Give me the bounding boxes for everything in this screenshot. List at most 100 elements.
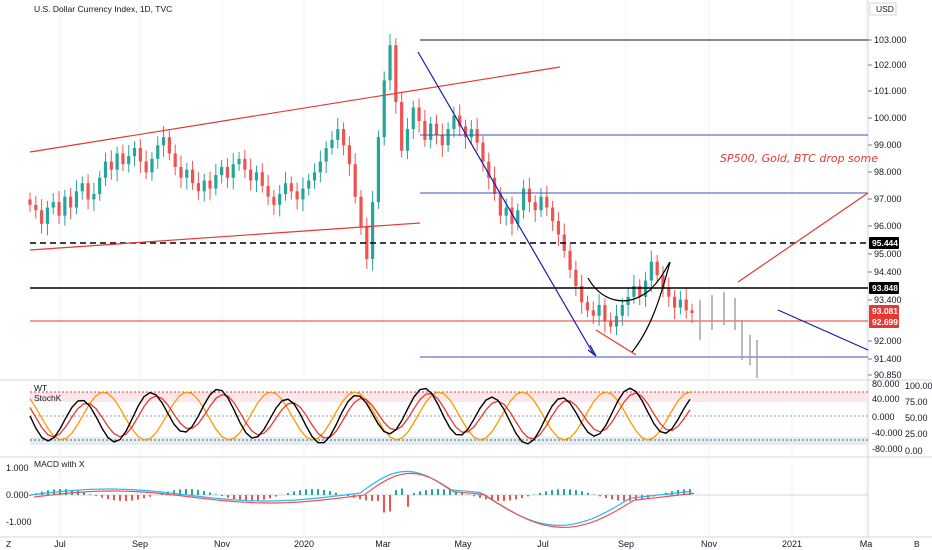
macd-histogram-bar [347,495,349,497]
macd-histogram-bar [95,495,97,496]
macd-histogram-bar [371,495,373,501]
price-tag-label: 95.444 [872,238,898,248]
macd-histogram-bar [221,495,223,497]
time-tick-label: Jul [537,539,549,549]
candle-body [481,142,485,162]
currency-badge[interactable]: USD [876,4,894,14]
macd-histogram-bar [563,489,565,495]
candle-body [382,80,386,138]
macd-histogram-bar [419,491,421,495]
candle-body [260,172,264,186]
candle-body [574,269,578,286]
symbol-title: U.S. Dollar Currency Index, 1D, TVC [34,4,172,14]
candle-body [376,137,381,203]
macd-histogram-bar [197,489,199,495]
macd-histogram-bar [335,492,337,495]
macd-histogram-bar [251,495,253,501]
macd-histogram-bar [293,491,295,495]
candle-body [202,180,206,192]
price-tick-label: 102.000 [874,60,907,70]
macd-histogram-bar [617,495,619,501]
macd-histogram-bar [215,494,217,495]
candle-body [150,158,154,173]
wt-axis-label: -40.000 [872,428,903,438]
time-axis[interactable]: Jul Sep Nov 2020 Mar May Jul Sep Nov 2021 Ma [54,539,872,549]
macd-histogram-bar [179,489,181,495]
stoch-axis-label: 100.00 [905,381,932,391]
candle-body [109,161,113,170]
candle-body [597,304,601,316]
macd-histogram-bar [377,495,379,501]
macd-histogram-bar [359,495,361,500]
candle-body [295,191,299,200]
price-tick-label: 98.000 [874,167,902,177]
bottom-right-badge[interactable]: B [914,539,920,549]
macd-histogram-bar [425,490,427,495]
macd-axis-label: -1.000 [6,517,32,527]
candle-body [609,321,613,327]
macd-histogram-bar [329,491,331,495]
macd-histogram-bar [209,492,211,495]
price-tag-label: 92.699 [872,317,898,327]
candle-body [620,304,624,316]
macd-histogram-bar [263,495,265,500]
candle-body [80,183,84,192]
candle-body [69,196,73,208]
candle-body [190,169,195,184]
stoch-line [29,391,691,441]
price-tag-box [869,282,899,294]
arrow-head [587,344,597,357]
candle-body [504,207,508,216]
macd-histogram-bar [137,495,139,500]
candle-body [237,158,241,165]
trend-line [29,222,421,251]
macd-histogram-bar [401,488,403,495]
candle-body [649,261,653,281]
macd-histogram-bar [143,495,145,499]
macd-histogram-bar [299,490,301,495]
macd-histogram-bar [539,492,541,495]
candle-body [475,129,479,143]
candle-body [487,161,491,178]
macd-signal-line [33,472,695,529]
macd-histogram-bar [311,489,313,495]
currency-badge-box[interactable] [869,2,897,16]
macd-histogram-bar [485,495,487,500]
candle-body [446,129,450,146]
candle-body [34,204,38,211]
candle-body [98,177,102,194]
macd-histogram-bar [83,492,85,495]
macd-histogram-bar [185,489,187,495]
time-tick-label: Nov [214,539,231,549]
macd-histogram-bar [89,494,91,495]
bottom-left-badge[interactable]: Z [6,539,11,549]
macd-histogram-bar [317,489,319,495]
macd-histogram-bar [407,495,409,507]
candle-body [185,169,189,178]
time-tick-label: Ma [860,539,873,549]
trend-line [777,309,869,351]
wt1-line [29,387,691,445]
candle-body [278,194,282,205]
price-axis[interactable]: 103.000 102.000 101.000 100.000 99.000 98.000… [868,35,907,380]
candle-body [57,202,61,216]
candle-body [63,196,67,216]
candle-body [86,183,90,200]
candle-body [324,148,328,162]
candle-body [359,196,363,227]
price-tick-label: 100.000 [874,113,907,123]
macd-histogram-bar [455,491,457,495]
macd-histogram-bar [149,495,151,497]
candle-body [353,164,357,197]
candle-body [156,145,160,159]
candle-body [533,202,537,211]
macd-histogram-bar [77,490,79,495]
candle-body [510,207,514,224]
annotation-text: SP500, Gold, BTC drop some [720,152,878,165]
price-tick-label: 90.850 [874,370,902,380]
macd-histogram-bar [239,495,241,501]
candle-body [196,183,201,192]
candle-body [138,148,142,162]
candle-body [405,129,410,151]
